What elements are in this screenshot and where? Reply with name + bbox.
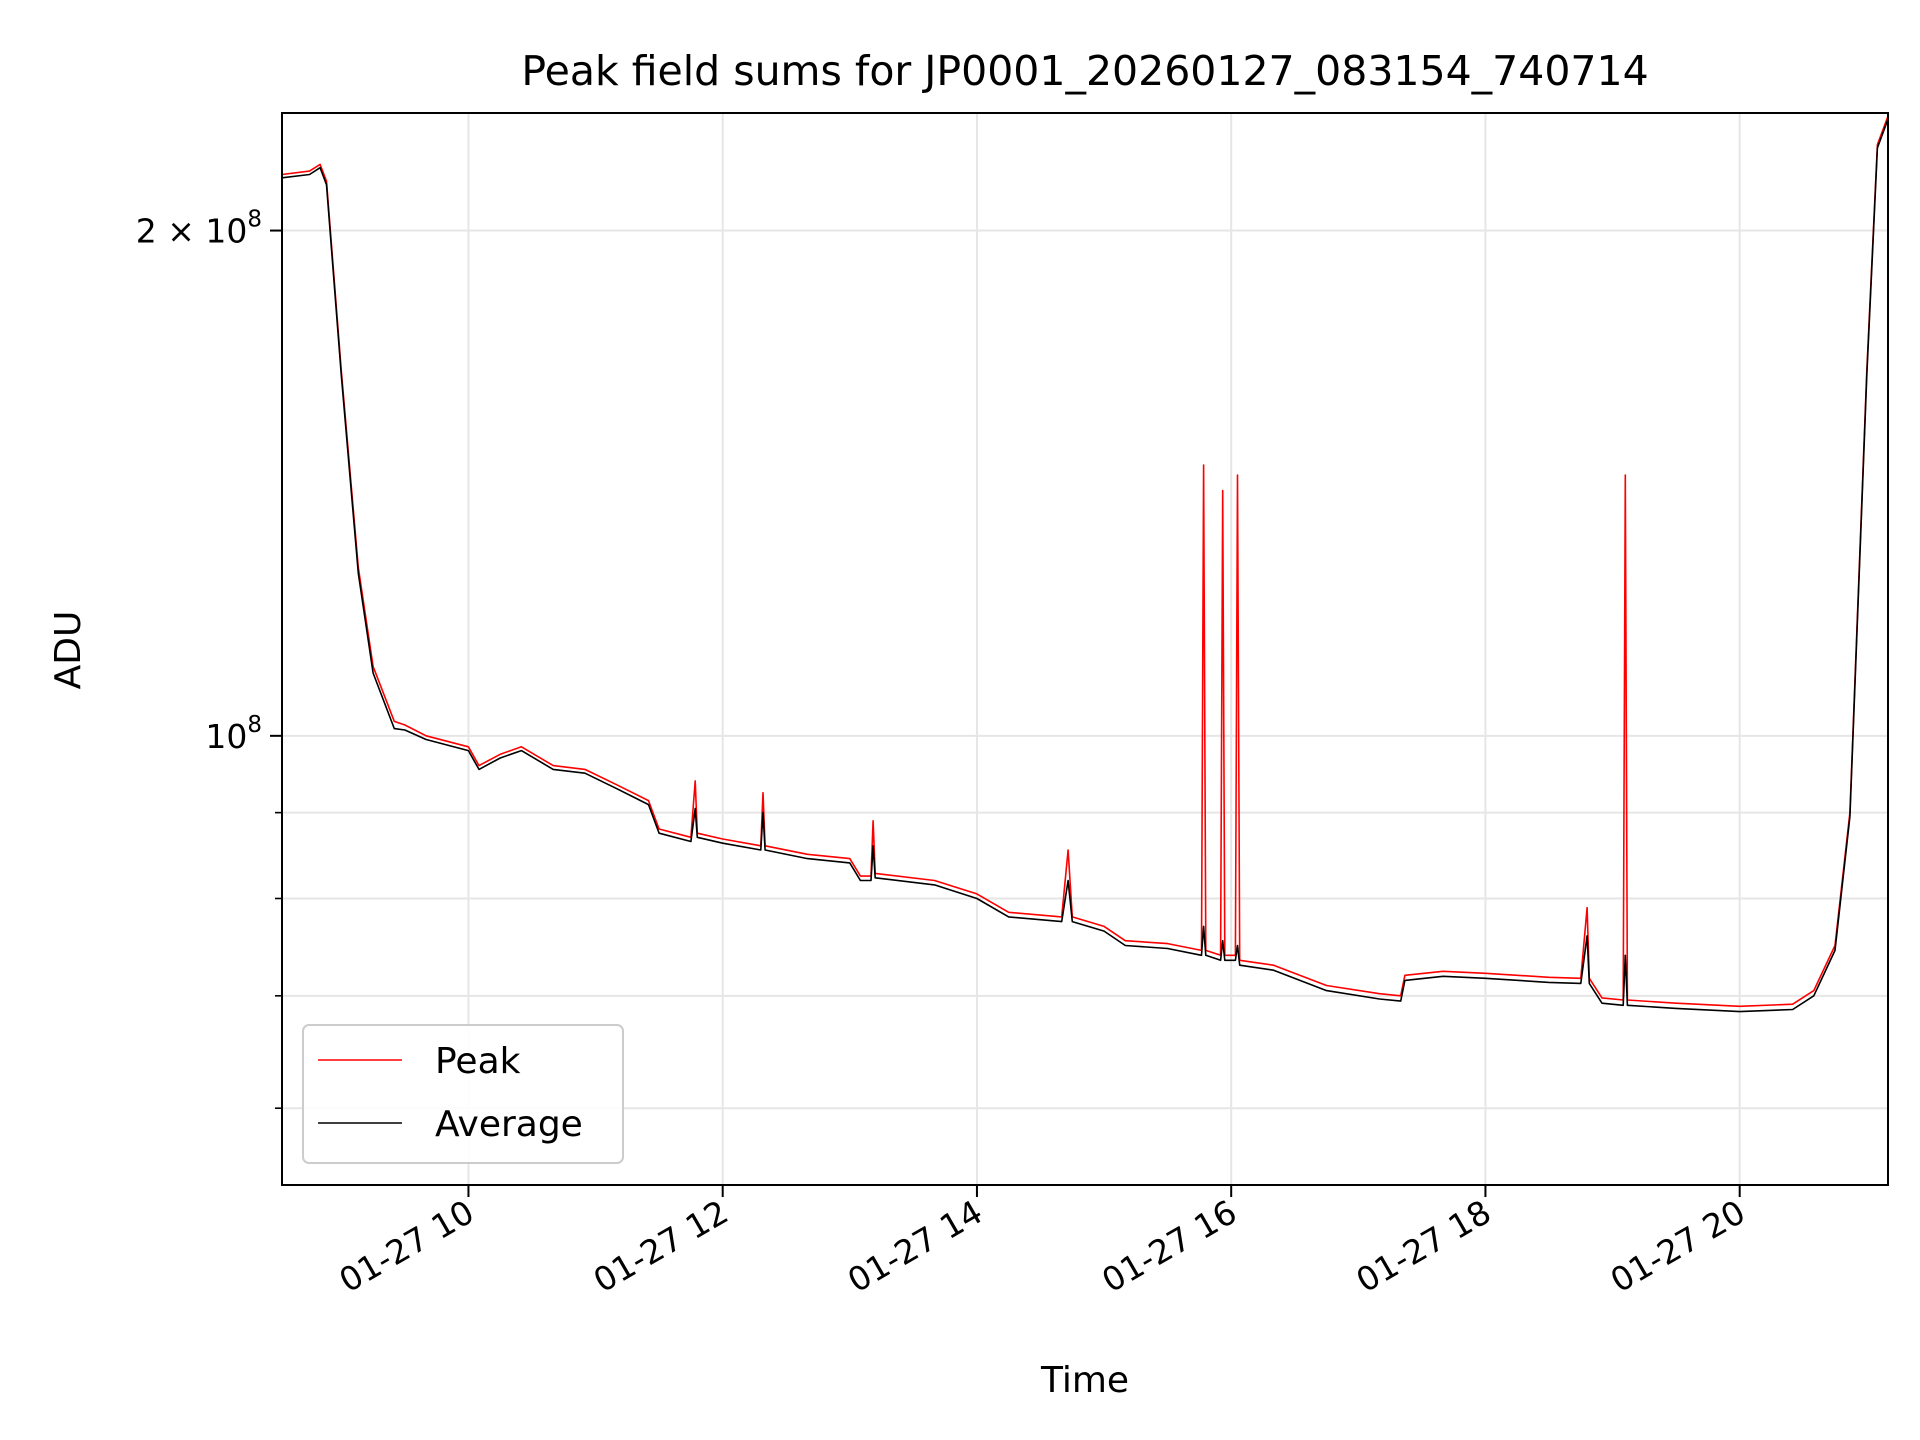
y-tick-label: 108 — [205, 712, 262, 756]
plot-frame — [281, 112, 1889, 1186]
y-tick-base: 10 — [205, 717, 247, 756]
y-tick-base: 10 — [205, 212, 247, 251]
legend-label-average: Average — [435, 1104, 583, 1145]
series-line-average — [282, 118, 1888, 1013]
y-tick-exponent: 8 — [247, 712, 262, 738]
series-line-peak — [282, 115, 1888, 1008]
y-axis-label: ADU — [48, 611, 89, 690]
legend: Peak Average — [302, 1024, 624, 1164]
x-axis-label: Time — [1040, 1360, 1129, 1401]
y-tick-mantissa: 2 × — [136, 212, 206, 251]
y-tick-exponent: 8 — [247, 207, 262, 233]
y-tick-label: 2 × 108 — [136, 207, 262, 251]
legend-label-peak: Peak — [435, 1041, 521, 1082]
chart-title: Peak field sums for JP0001_20260127_0831… — [521, 47, 1648, 95]
series-layer — [282, 115, 1888, 1013]
